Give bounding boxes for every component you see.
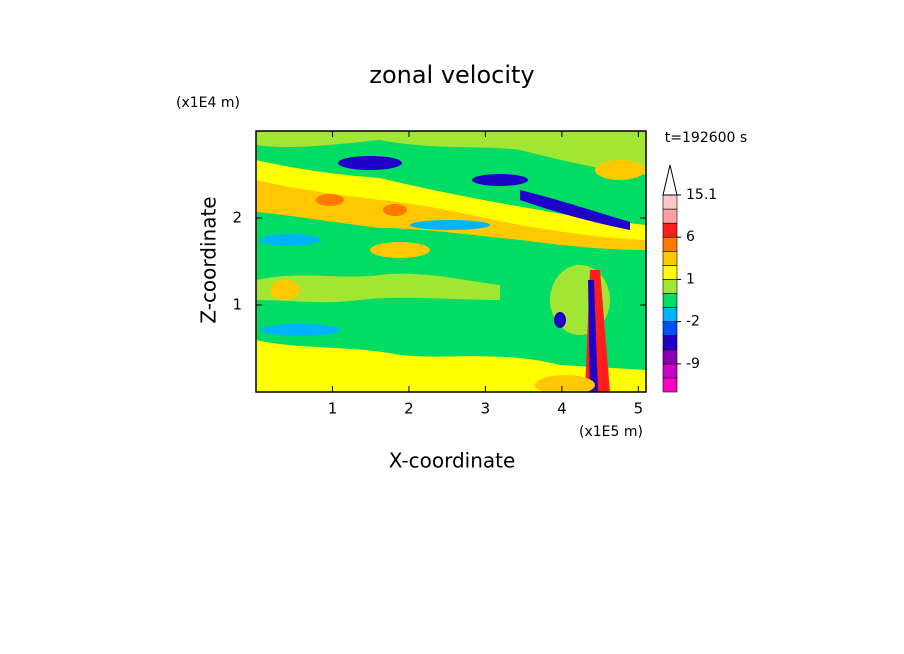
x-tick-label: 3 bbox=[481, 400, 491, 418]
x-unit: (x1E5 m) bbox=[579, 424, 643, 440]
colorbar-label: -2 bbox=[686, 314, 700, 330]
colorbar-swatch bbox=[662, 279, 678, 294]
plot-frame bbox=[255, 130, 647, 393]
field-blob bbox=[338, 156, 402, 170]
colorbar-swatch bbox=[662, 321, 678, 337]
axes: 1 2 3 4 5 1 2 bbox=[232, 131, 646, 418]
field-band bbox=[256, 131, 646, 175]
chart-title: zonal velocity bbox=[369, 61, 534, 89]
colorbar-swatch bbox=[662, 208, 678, 224]
colorbar-label: 15.1 bbox=[686, 187, 717, 203]
colorbar-label: -9 bbox=[686, 356, 700, 372]
field-blob bbox=[410, 220, 490, 230]
colorbar-swatch bbox=[662, 236, 678, 252]
y-unit: (x1E4 m) bbox=[176, 95, 240, 111]
x-tick-label: 5 bbox=[634, 400, 644, 418]
x-tick-label: 1 bbox=[328, 400, 338, 418]
colorbar-swatch bbox=[662, 250, 678, 266]
contour-field bbox=[256, 131, 646, 392]
colorbar-swatch bbox=[662, 349, 678, 365]
colorbar-swatch bbox=[662, 307, 678, 322]
colorbar-label: 6 bbox=[686, 229, 695, 245]
colorbar-swatch bbox=[662, 377, 678, 393]
colorbar-label: 1 bbox=[686, 271, 695, 287]
field-blob bbox=[383, 204, 407, 216]
field-blob bbox=[520, 190, 630, 230]
field-blob bbox=[535, 375, 595, 392]
colorbar-swatch bbox=[662, 194, 678, 210]
colorbar-swatch bbox=[662, 293, 678, 308]
field-band bbox=[256, 180, 646, 250]
field-blob bbox=[554, 312, 566, 328]
field-blob bbox=[316, 194, 344, 206]
colorbar-swatch bbox=[662, 335, 678, 351]
field-band bbox=[256, 160, 646, 245]
colorbar-extension bbox=[662, 164, 678, 196]
x-tick-label: 2 bbox=[404, 400, 414, 418]
y-tick-label: 1 bbox=[232, 296, 242, 314]
y-axis-label: Z-coordinate bbox=[197, 196, 221, 323]
colorbar-swatch bbox=[662, 363, 678, 379]
x-tick-label: 4 bbox=[557, 400, 567, 418]
field-blob bbox=[260, 234, 320, 246]
y-tick-label: 2 bbox=[232, 209, 242, 227]
field-band bbox=[256, 273, 500, 303]
colorbar-swatch bbox=[662, 222, 678, 238]
field-blob bbox=[472, 174, 528, 186]
colorbar-swatch bbox=[662, 265, 678, 280]
field-blob bbox=[588, 280, 598, 392]
x-axis-label: X-coordinate bbox=[389, 449, 516, 473]
colorbar: -9 -2 1 6 15.1 bbox=[662, 164, 717, 393]
field-blob bbox=[595, 160, 645, 180]
field-blob bbox=[260, 324, 340, 336]
field-blob bbox=[270, 280, 300, 300]
annotation: t=192600 s bbox=[665, 130, 747, 146]
field-blob bbox=[370, 242, 430, 258]
